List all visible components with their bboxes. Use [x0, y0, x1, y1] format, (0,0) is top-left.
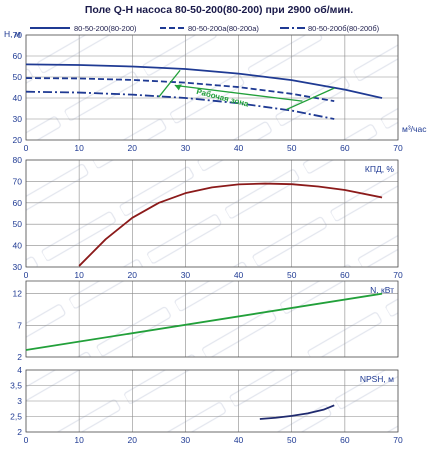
y-tick-label: 2,5 — [10, 412, 22, 422]
x-tick-label: 10 — [74, 270, 84, 280]
working-zone-line — [286, 87, 335, 111]
y-tick-label: 3 — [17, 396, 22, 406]
y-tick-label: 30 — [13, 262, 23, 272]
x-tick-label: 70 — [393, 435, 403, 445]
x-tick-label: 60 — [340, 143, 350, 153]
x-tick-label: 60 — [340, 435, 350, 445]
x-tick-label: 50 — [287, 143, 297, 153]
y-tick-label: 7 — [17, 320, 22, 330]
y-tick-label: 80 — [13, 155, 23, 165]
plot-frame — [25, 159, 399, 268]
x-tick-label: 40 — [234, 435, 244, 445]
y-tick-label: 60 — [13, 51, 23, 61]
y-axis-label: Н, м — [4, 29, 21, 39]
watermark-pattern — [26, 160, 398, 267]
x-tick-label: 40 — [234, 143, 244, 153]
series-line-qh-0 — [25, 63, 383, 99]
series-line-npsh-0 — [259, 404, 335, 420]
x-tick-label: 70 — [393, 143, 403, 153]
x-tick-label: 60 — [340, 270, 350, 280]
y-tick-label: 40 — [13, 93, 23, 103]
x-tick-label: 40 — [234, 270, 244, 280]
x-tick-label: 30 — [181, 270, 191, 280]
series-line-qh-1 — [25, 77, 335, 103]
y-tick-label: 30 — [13, 114, 23, 124]
x-tick-label: 0 — [24, 143, 29, 153]
y-tick-label: 12 — [13, 289, 23, 299]
y-tick-label: 50 — [13, 72, 23, 82]
watermark-pattern — [26, 35, 398, 140]
y-tick-label: 70 — [13, 176, 23, 186]
x-tick-label: 30 — [181, 143, 191, 153]
plot-frame — [25, 34, 399, 141]
y-tick-label: 3,5 — [10, 381, 22, 391]
power-panel: 2 7 12 N, кВт — [13, 280, 399, 362]
x-tick-label: 10 — [74, 435, 84, 445]
x-axis-label: м³/час — [402, 124, 427, 134]
working-zone-line — [158, 69, 181, 98]
chart-title: Поле Q-H насоса 80-50-200(80-200) при 29… — [85, 4, 353, 16]
npsh-panel: 0 10 20 30 40 50 60 70 2 2,5 3 3,5 4 NPSH, м — [10, 365, 403, 445]
y-tick-label: 40 — [13, 241, 23, 251]
legend-label-0: 80-50-200(80-200) — [74, 24, 137, 33]
series-label: N, кВт — [370, 285, 394, 295]
working-zone-line — [174, 84, 303, 102]
watermark-pattern — [26, 281, 398, 357]
series-label: КПД, % — [365, 164, 395, 174]
x-tick-label: 30 — [181, 435, 191, 445]
x-tick-label: 10 — [74, 143, 84, 153]
series-line-eff-0 — [78, 182, 383, 267]
x-tick-label: 50 — [287, 270, 297, 280]
x-tick-label: 20 — [128, 435, 138, 445]
series-line-power-0 — [25, 292, 383, 351]
series-line-qh-2 — [25, 90, 335, 120]
y-tick-label: 60 — [13, 198, 23, 208]
x-tick-label: 20 — [128, 270, 138, 280]
plot-frame — [25, 369, 399, 433]
y-tick-label: 2 — [17, 427, 22, 437]
x-tick-label: 50 — [287, 435, 297, 445]
y-tick-label: 20 — [13, 135, 23, 145]
y-tick-label: 4 — [17, 365, 22, 375]
y-tick-label: 70 — [13, 30, 23, 40]
x-tick-label: 0 — [24, 270, 29, 280]
x-tick-label: 70 — [393, 270, 403, 280]
series-label: NPSH, м — [360, 374, 394, 384]
x-tick-label: 0 — [24, 435, 29, 445]
legend-label-2: 80-50-200б(80-200б) — [308, 24, 380, 33]
y-tick-label: 50 — [13, 219, 23, 229]
y-tick-label: 2 — [17, 352, 22, 362]
plot-frame — [25, 280, 399, 358]
working-zone-arrow — [174, 84, 182, 91]
legend: 80-50-200(80-200) 80-50-200а(80-200а) 80… — [30, 24, 380, 33]
legend-label-1: 80-50-200а(80-200а) — [188, 24, 259, 33]
efficiency-panel: 0 10 20 30 40 50 60 70 30 40 50 60 70 80 КПД, % — [13, 155, 403, 280]
x-tick-label: 20 — [128, 143, 138, 153]
